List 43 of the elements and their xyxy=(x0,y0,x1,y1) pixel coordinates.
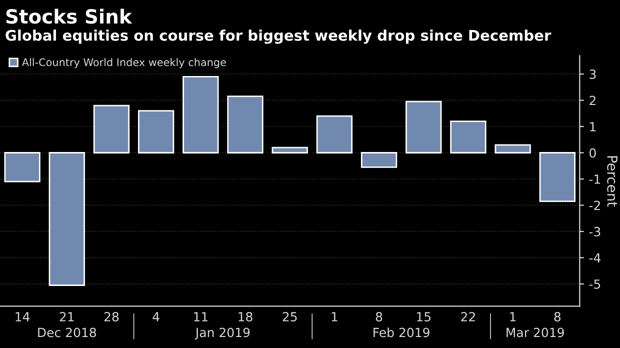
x-tick-label: 11 xyxy=(194,312,208,322)
x-tick-label: 8 xyxy=(376,312,382,322)
legend-label: All-Country World Index weekly change xyxy=(22,58,226,68)
bar xyxy=(406,100,442,154)
text: Dec 2018 xyxy=(38,328,96,338)
y-tick-label: -4 xyxy=(589,253,600,262)
y-tick-label: -3 xyxy=(589,226,600,236)
x-tick-label: 1 xyxy=(510,312,516,322)
chart-title: Stocks Sink xyxy=(6,8,132,24)
y-tick-label: -5 xyxy=(589,280,600,289)
bar xyxy=(272,146,308,154)
bar xyxy=(48,152,85,286)
text: Feb 2019 xyxy=(374,328,430,338)
bar xyxy=(450,120,486,154)
bar xyxy=(182,76,219,154)
y-tick-label: 1 xyxy=(590,122,596,132)
x-tick-label: 28 xyxy=(104,312,119,322)
x-tick-label: 8 xyxy=(554,312,561,322)
y-tick-label: 2 xyxy=(590,96,596,106)
x-tick-label: 22 xyxy=(461,312,475,322)
text: Jan 2019 xyxy=(194,328,250,340)
x-tick-label: 25 xyxy=(282,312,297,322)
x-tick-label: 14 xyxy=(16,312,30,322)
bar xyxy=(539,152,576,202)
bar xyxy=(93,104,130,154)
y-tick-label: 0 xyxy=(590,148,596,158)
bar xyxy=(4,152,40,182)
y-tick-label: -2 xyxy=(589,200,600,210)
x-tick-label: 1 xyxy=(332,312,338,322)
bar xyxy=(360,152,398,168)
x-tick-label: 15 xyxy=(417,312,430,322)
bar xyxy=(227,96,264,154)
bar xyxy=(316,115,353,154)
x-tick-label: 21 xyxy=(60,312,74,322)
bar xyxy=(138,110,174,154)
text: Mar 2019 xyxy=(506,328,564,338)
y-tick-label: -1 xyxy=(589,174,600,184)
x-tick-label: 4 xyxy=(152,312,160,322)
bar xyxy=(494,144,531,154)
chart-subtitle: Global equities on course for biggest weekly drop since December xyxy=(6,30,552,44)
y-axis-title: Percent xyxy=(607,156,618,207)
x-tick-label: 18 xyxy=(238,312,252,322)
y-tick-label: 3 xyxy=(590,70,596,79)
